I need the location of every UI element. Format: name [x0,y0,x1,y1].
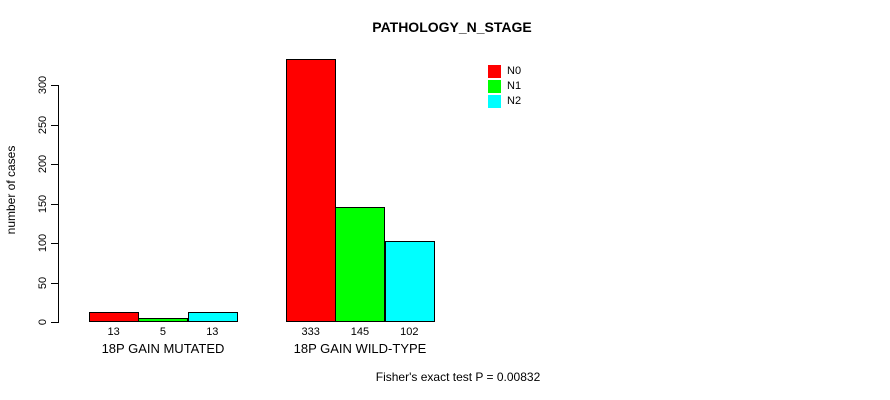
bar-n1-group1 [138,318,188,322]
y-tick-label: 100 [37,233,49,253]
legend-swatch-n0 [488,65,501,78]
bar-n0-group2 [286,59,336,322]
legend-label: N0 [507,65,522,77]
y-tick-label: 50 [37,276,49,290]
legend-item-n2: N2 [488,95,521,108]
bar-value-label: 13 [107,326,120,338]
legend-item-n0: N0 [488,65,521,78]
y-tick-mark [51,204,58,205]
y-tick-mark [51,85,58,86]
legend-label: N2 [507,95,522,107]
chart-title: PATHOLOGY_N_STAGE [372,19,532,35]
y-tick-label: 150 [37,194,49,214]
bar-n2-group1 [188,312,238,322]
y-tick-mark [51,322,58,323]
y-tick-mark [51,164,58,165]
category-label: 18P GAIN WILD-TYPE [293,341,427,356]
y-axis-line [58,85,59,323]
y-tick-mark [51,283,58,284]
legend-swatch-n1 [488,80,501,93]
stat-annotation: Fisher's exact test P = 0.00832 [375,370,541,384]
y-tick-mark [51,125,58,126]
category-label: 18P GAIN MUTATED [101,341,225,356]
legend: N0 N1 N2 [488,65,521,110]
bar-n0-group1 [89,312,139,322]
bar-value-label: 145 [350,326,370,338]
y-tick-label: 200 [37,154,49,174]
y-tick-label: 0 [37,318,49,326]
y-tick-label: 300 [37,75,49,95]
legend-item-n1: N1 [488,80,521,93]
legend-swatch-n2 [488,95,501,108]
legend-label: N1 [507,80,522,92]
y-axis-label: number of cases [4,145,18,235]
bar-value-label: 5 [159,326,167,338]
bar-n2-group2 [385,241,435,322]
y-tick-label: 250 [37,115,49,135]
bar-n1-group2 [335,207,385,322]
bar-value-label: 102 [400,326,419,338]
bar-value-label: 333 [301,326,320,338]
y-tick-mark [51,243,58,244]
bar-value-label: 13 [206,326,219,338]
